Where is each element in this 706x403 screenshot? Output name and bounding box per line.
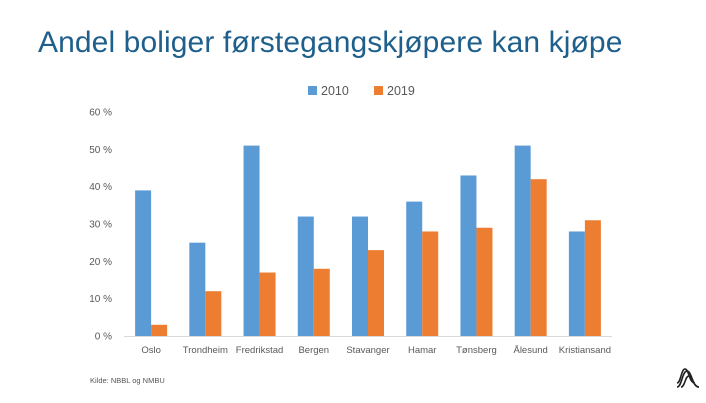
x-tick-label: Kristiansand [559, 345, 611, 356]
legend-label: 2019 [387, 84, 415, 98]
x-tick-label: Ålesund [513, 345, 547, 356]
bar-2019-ålesund [530, 179, 547, 336]
y-tick-label: 10 % [89, 294, 112, 305]
bar-2019-oslo [151, 324, 168, 336]
bar-2010-bergen [297, 216, 314, 336]
x-axis: Oslo Trondheim Fredrikstad Bergen Stavanger H… [124, 336, 612, 356]
x-tick-label: Fredrikstad [236, 345, 284, 356]
x-tick-label: Trondheim [183, 345, 228, 356]
y-tick-label: 60 % [89, 108, 112, 119]
y-tick-label: 0 % [95, 332, 112, 343]
bar-2010-kristiansand [568, 231, 585, 336]
x-tick-label: Hamar [408, 345, 437, 356]
legend-swatch-2010 [308, 86, 317, 95]
bar-2019-stavanger [368, 250, 384, 336]
bar-2010-tønsberg [460, 175, 477, 336]
y-tick-label: 50 % [89, 145, 112, 156]
bar-2010-trondheim [189, 242, 206, 336]
legend-label: 2010 [321, 84, 349, 98]
x-tick-label: Tønsberg [456, 345, 497, 356]
chart-legend: 2010 2019 [308, 84, 415, 98]
source-note: Kilde: NBBL og NMBU [90, 376, 165, 385]
bar-series [135, 145, 601, 336]
bar-2010-stavanger [352, 216, 368, 336]
x-tick-label: Stavanger [346, 345, 389, 356]
bar-2010-fredrikstad [243, 145, 260, 336]
y-axis: 0 % 10 % 20 % 30 % 40 % 50 % 60 % [89, 108, 112, 343]
bar-2019-kristiansand [584, 220, 601, 336]
bar-2010-oslo [135, 190, 152, 336]
x-tick-label: Bergen [298, 345, 329, 356]
bar-2019-hamar [422, 231, 439, 336]
bar-2019-trondheim [205, 291, 222, 336]
y-tick-label: 20 % [89, 257, 112, 268]
legend-swatch-2019 [374, 86, 383, 95]
nbbl-logo-icon [676, 368, 700, 388]
x-tick-label: Oslo [141, 345, 161, 356]
y-tick-label: 30 % [89, 220, 112, 231]
slide-title: Andel boliger førstegangskjøpere kan kjø… [38, 26, 623, 59]
bar-2019-fredrikstad [259, 272, 276, 336]
bar-2019-bergen [313, 268, 330, 336]
y-tick-label: 40 % [89, 182, 112, 193]
bar-2010-ålesund [514, 145, 531, 336]
bar-2010-hamar [406, 201, 423, 336]
bar-2019-tønsberg [476, 227, 493, 336]
